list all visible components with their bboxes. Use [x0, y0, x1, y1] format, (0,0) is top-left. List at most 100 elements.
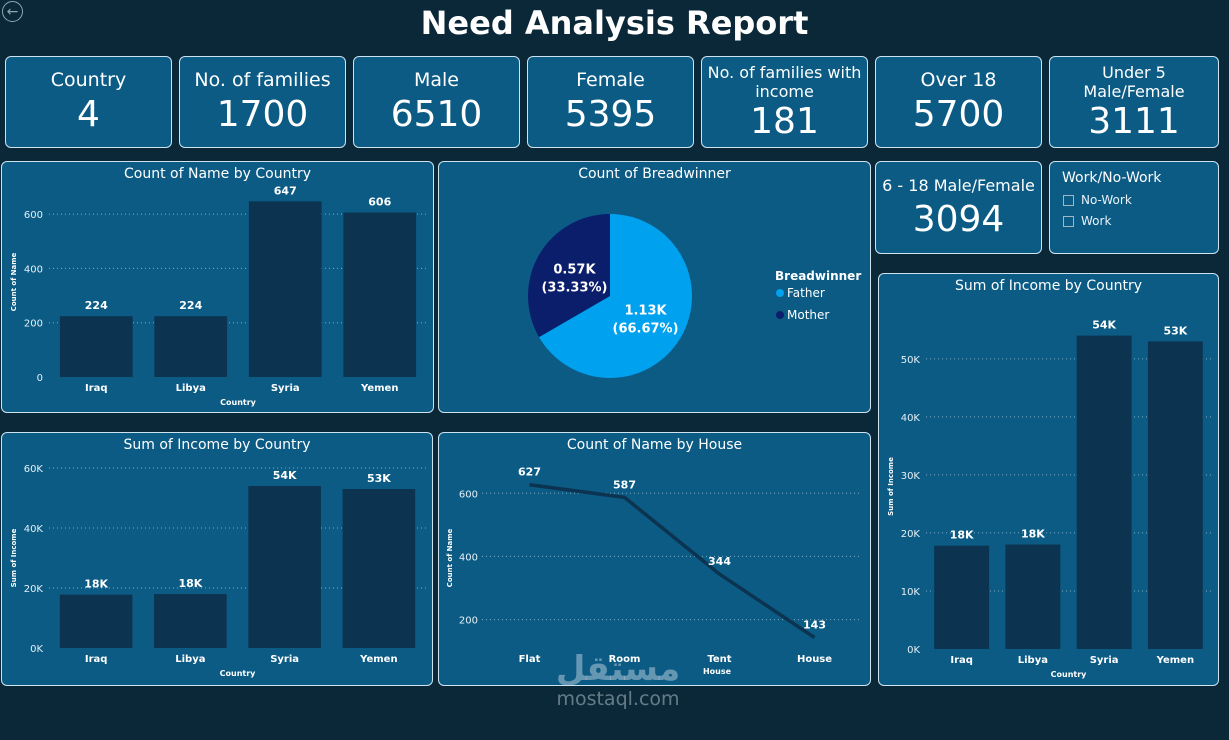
data-label: 18K: [84, 578, 108, 591]
pie-slice: [528, 214, 610, 338]
kpi-label: 6 - 18 Male/Female: [882, 176, 1035, 195]
y-tick-label: 10K: [901, 587, 921, 598]
bar: [1147, 341, 1203, 649]
y-tick-label: 0: [37, 373, 43, 384]
x-tick-label: Tent: [707, 654, 731, 665]
y-tick-label: 600: [24, 210, 43, 221]
pie-value-label: 1.13K: [624, 303, 667, 318]
y-tick-label: 50K: [901, 355, 921, 366]
chart-title: Count of Name by Country: [124, 166, 311, 182]
x-tick-label: Yemen: [1156, 655, 1194, 666]
slicer-option-label: No-Work: [1081, 193, 1132, 207]
data-label: 587: [613, 478, 636, 491]
data-label: 224: [85, 299, 108, 312]
kpi-value: 1700: [216, 94, 309, 135]
kpi-card-male[interactable]: Male 6510: [353, 56, 520, 148]
data-label: 647: [274, 184, 297, 197]
kpi-card-families[interactable]: No. of families 1700: [179, 56, 346, 148]
legend-marker: [776, 289, 784, 297]
pie-value-label: 0.57K: [553, 263, 596, 278]
y-axis-title: Count of Name: [446, 528, 454, 587]
x-axis-title: Country: [220, 398, 257, 407]
kpi-label: Male: [413, 69, 459, 91]
pie-percent-label: (66.67%): [613, 321, 679, 336]
slicer-option-label: Work: [1081, 214, 1112, 228]
data-label: 18K: [950, 529, 974, 542]
chart-income-by-country-right[interactable]: Sum of Income by Country 0K 10K 20K 30K 40K 5…: [878, 273, 1219, 686]
y-tick-label: 30K: [901, 471, 921, 482]
slicer-option-work[interactable]: Work: [1063, 214, 1111, 228]
data-label: 53K: [1163, 324, 1187, 337]
x-tick-label: Iraq: [85, 654, 108, 665]
x-tick-label: Syria: [270, 654, 299, 665]
bar: [342, 489, 416, 648]
y-tick-label: 0K: [30, 644, 43, 655]
x-tick-label: Yemen: [359, 654, 397, 665]
bar: [343, 212, 417, 377]
y-tick-label: 400: [24, 264, 43, 275]
legend-title: Breadwinner: [775, 269, 861, 283]
x-tick-label: Syria: [1090, 655, 1119, 666]
kpi-value: 6510: [390, 94, 483, 135]
slicer-option-no-work[interactable]: No-Work: [1063, 193, 1132, 207]
chart-title: Count of Name by House: [566, 437, 743, 453]
kpi-card-families-income[interactable]: No. of families with income 181: [701, 56, 868, 148]
x-axis-title: Country: [1051, 670, 1088, 679]
kpi-card-female[interactable]: Female 5395: [527, 56, 694, 148]
x-tick-label: Room: [609, 654, 641, 665]
data-label: 18K: [1021, 528, 1045, 541]
legend-marker: [776, 311, 784, 319]
pie-percent-label: (33.33%): [541, 281, 607, 296]
data-label: 54K: [1092, 319, 1116, 332]
data-label: 606: [368, 196, 391, 209]
x-tick-label: Yemen: [360, 383, 398, 394]
chart-svg: 0K 20K 40K 60K 18K Iraq 18K Libya 54K Syria 53K Yem…: [10, 464, 426, 678]
y-axis-title: Sum of Income: [10, 528, 18, 587]
bar: [1005, 544, 1061, 649]
kpi-label: No. of families with income: [707, 63, 862, 101]
data-label: 344: [708, 555, 731, 568]
kpi-value: 5700: [912, 94, 1005, 135]
x-tick-label: Iraq: [85, 383, 108, 394]
y-tick-label: 200: [24, 319, 43, 330]
x-tick-label: Flat: [519, 654, 541, 665]
y-tick-label: 200: [459, 616, 478, 627]
kpi-label: Over 18: [920, 69, 997, 91]
x-axis-title: Country: [220, 669, 257, 678]
chart-title: Count of Breadwinner: [578, 166, 731, 182]
chart-svg: 0 200 400 600 224 Iraq 224 Libya 647 Syria 606 Yeme…: [10, 184, 427, 407]
bar: [934, 545, 990, 649]
kpi-value: 4: [77, 94, 100, 135]
chart-income-by-country-left[interactable]: Sum of Income by Country 0K 20K 40K 60K 18K I…: [1, 432, 433, 686]
kpi-card-6-18[interactable]: 6 - 18 Male/Female 3094: [875, 161, 1042, 254]
chart-breadwinner[interactable]: Count of Breadwinner 1.13K (66.67%) 0.57K (…: [438, 161, 871, 413]
x-axis-title: House: [703, 667, 732, 676]
pie-slice: [539, 214, 692, 378]
y-tick-label: 400: [459, 552, 478, 563]
kpi-card-under5[interactable]: Under 5 Male/Female 3111: [1049, 56, 1219, 148]
kpi-value: 181: [750, 101, 819, 142]
back-button[interactable]: ←: [2, 1, 23, 22]
y-axis-title: Count of Name: [10, 252, 18, 311]
x-tick-label: Libya: [175, 654, 205, 665]
kpi-value: 5395: [564, 94, 657, 135]
data-label: 54K: [273, 469, 297, 482]
series-line: [529, 483, 816, 640]
y-tick-label: 20K: [901, 529, 921, 540]
page-title: Need Analysis Report: [420, 4, 809, 42]
checkbox-icon[interactable]: [1063, 194, 1074, 206]
data-label: 627: [518, 466, 541, 479]
checkbox-icon[interactable]: [1063, 215, 1074, 227]
work-slicer: Work/No-Work No-Work Work: [1049, 161, 1219, 254]
chart-name-by-house[interactable]: Count of Name by House 200 400 600 627 Flat 5…: [438, 432, 871, 686]
y-tick-label: 20K: [24, 584, 44, 595]
x-tick-label: House: [797, 654, 832, 665]
chart-name-by-country[interactable]: Count of Name by Country 0 200 400 600 224 Ir…: [1, 161, 434, 413]
data-label: 18K: [178, 577, 202, 590]
y-tick-label: 40K: [24, 524, 44, 535]
x-tick-label: Libya: [1018, 655, 1048, 666]
bar: [154, 594, 227, 648]
kpi-card-over18[interactable]: Over 18 5700: [875, 56, 1042, 148]
kpi-card-country[interactable]: Country 4: [5, 56, 172, 148]
y-tick-label: 0K: [907, 645, 920, 656]
